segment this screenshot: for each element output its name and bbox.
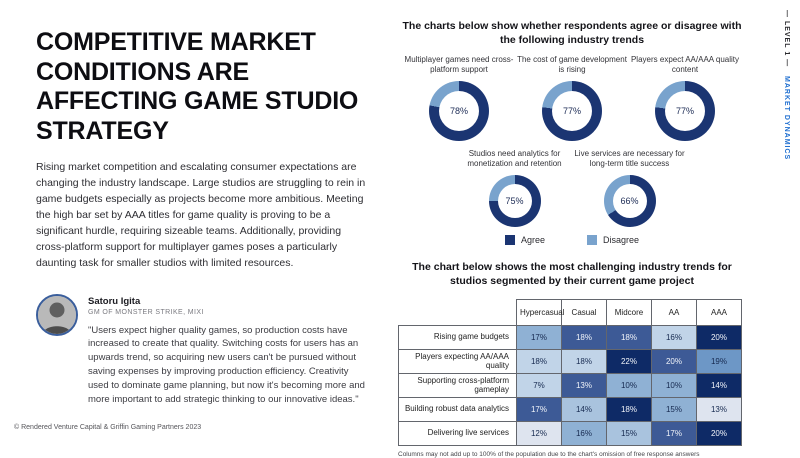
heatmap-cell: 12%: [516, 420, 562, 446]
heatmap-cell: 13%: [696, 396, 742, 422]
donut-ring: 75%: [488, 175, 541, 228]
chart-legend: Agree Disagree: [398, 235, 746, 246]
quote-block: Satoru Igita GM OF MONSTER STRIKE, MIXI …: [36, 293, 366, 407]
side-label: — LEVEL 1 — MARKET DYNAMICS: [783, 10, 790, 160]
heatmap-header-row: Hypercasual Casual Midcore AA AAA: [398, 298, 742, 326]
legend-swatch: [587, 235, 597, 246]
heatmap-cell: 16%: [651, 324, 697, 350]
donut-ring: 77%: [655, 81, 715, 142]
page-title: COMPETITIVE MARKET CONDITIONS ARE AFFECT…: [36, 28, 359, 145]
heatmap-cell: 17%: [516, 324, 562, 350]
heatmap-cell: 17%: [516, 396, 562, 422]
left-column: COMPETITIVE MARKET CONDITIONS ARE AFFECT…: [36, 28, 366, 406]
heatmap-cell: 14%: [561, 396, 607, 422]
heatmap-column-header: Casual: [561, 298, 607, 326]
heatmap-cell: 10%: [606, 372, 652, 398]
heatmap-cell: 13%: [561, 372, 607, 398]
person-portrait-icon: [38, 295, 76, 334]
donut-chart-label: Live services are necessary for long-ter…: [574, 149, 685, 169]
quote-text: "Users expect higher quality games, so p…: [88, 324, 365, 405]
footer-copyright: © Rendered Venture Capital & Griffin Gam…: [14, 424, 202, 431]
heatmap-row: Supporting cross-platform gameplay 7% 13% 1…: [398, 372, 742, 398]
heatmap-column-header: Midcore: [606, 298, 652, 326]
donut-row-1: Multiplayer games need cross-platform su…: [398, 55, 746, 142]
donut-chart-label: Players expect AA/AAA quality content: [630, 55, 740, 75]
legend-item: Disagree: [587, 235, 639, 246]
donut-chart-label: Studios need analytics for monetization …: [467, 149, 562, 169]
heatmap-corner-cell: [398, 299, 517, 326]
heatmap-column-header: AA: [651, 298, 697, 326]
donut-chart: The cost of game development is rising 77…: [516, 55, 629, 142]
heatmap-cell: 20%: [696, 324, 742, 350]
heatmap-cell: 18%: [561, 324, 607, 350]
heatmap-cell: 22%: [606, 348, 652, 374]
heatmap-cell: 10%: [651, 372, 697, 398]
donut-chart: Players expect AA/AAA quality content 77%: [629, 55, 742, 142]
heatmap-row-label: Rising game budgets: [398, 324, 517, 350]
heatmap-cell: 18%: [606, 324, 652, 350]
intro-paragraph: Rising market competition and escalating…: [36, 161, 366, 269]
donut-chart: Studios need analytics for monetization …: [457, 149, 572, 228]
heatmap-cell: 18%: [606, 396, 652, 422]
side-label-level: — LEVEL 1 —: [783, 10, 790, 68]
heatmap-cell: 20%: [696, 420, 742, 446]
heatmap-column-header: AAA: [696, 298, 742, 326]
donut-value: 77%: [552, 91, 592, 132]
heatmap-row: Rising game budgets 17% 18% 18% 16% 20%: [398, 324, 742, 350]
donut-value: 66%: [612, 184, 647, 219]
heatmap-cell: 16%: [561, 420, 607, 446]
heatmap-cell: 14%: [696, 372, 742, 398]
heatmap-row-label: Players expecting AA/AAA quality: [398, 348, 517, 374]
heatmap-row: Players expecting AA/AAA quality 18% 18% 22…: [398, 348, 742, 374]
heatmap-cell: 18%: [516, 348, 562, 374]
heatmap-row: Delivering live services 12% 16% 15% 17% 20%: [398, 420, 742, 446]
donut-row-2: Studios need analytics for monetization …: [398, 149, 746, 228]
heatmap-title: The chart below shows the most challengi…: [412, 261, 732, 287]
donut-ring: 77%: [542, 81, 602, 142]
donut-ring: 66%: [603, 175, 656, 228]
right-column: The charts below show whether respondent…: [398, 20, 746, 458]
heatmap-cell: 18%: [561, 348, 607, 374]
donut-value: 77%: [665, 91, 705, 132]
donut-value: 75%: [497, 184, 532, 219]
avatar: [36, 293, 78, 336]
donut-chart-label: The cost of game development is rising: [517, 55, 627, 75]
side-label-section: MARKET DYNAMICS: [783, 76, 790, 161]
donut-chart-label: Multiplayer games need cross-platform su…: [404, 55, 514, 75]
heatmap-cell: 20%: [651, 348, 697, 374]
heatmap-row-label: Supporting cross-platform gameplay: [398, 372, 517, 398]
heatmap-cell: 15%: [606, 420, 652, 446]
donut-chart: Live services are necessary for long-ter…: [572, 149, 687, 228]
heatmap-cell: 7%: [516, 372, 562, 398]
quote-content: Satoru Igita GM OF MONSTER STRIKE, MIXI …: [88, 294, 366, 407]
quote-author-name: Satoru Igita: [88, 295, 141, 307]
donut-charts-title: The charts below show whether respondent…: [402, 20, 742, 46]
donut-value: 78%: [439, 91, 479, 132]
heatmap-cell: 17%: [651, 420, 697, 446]
heatmap-row: Building robust data analytics 17% 14% 18% 1…: [398, 396, 742, 422]
heatmap-column-header: Hypercasual: [516, 298, 564, 326]
heatmap-table: Hypercasual Casual Midcore AA AAA Rising game…: [398, 298, 742, 446]
legend-swatch: [504, 235, 515, 246]
donut-ring: 78%: [429, 81, 489, 142]
heatmap-row-label: Building robust data analytics: [398, 396, 517, 422]
heatmap-row-label: Delivering live services: [398, 420, 517, 446]
heatmap-footnote: Columns may not add up to 100% of the po…: [398, 450, 700, 458]
donut-chart: Multiplayer games need cross-platform su…: [403, 55, 516, 142]
legend-item: Agree: [504, 235, 545, 246]
heatmap-cell: 19%: [696, 348, 742, 374]
quote-author-role: GM OF MONSTER STRIKE, MIXI: [88, 308, 204, 316]
heatmap-cell: 15%: [651, 396, 697, 422]
